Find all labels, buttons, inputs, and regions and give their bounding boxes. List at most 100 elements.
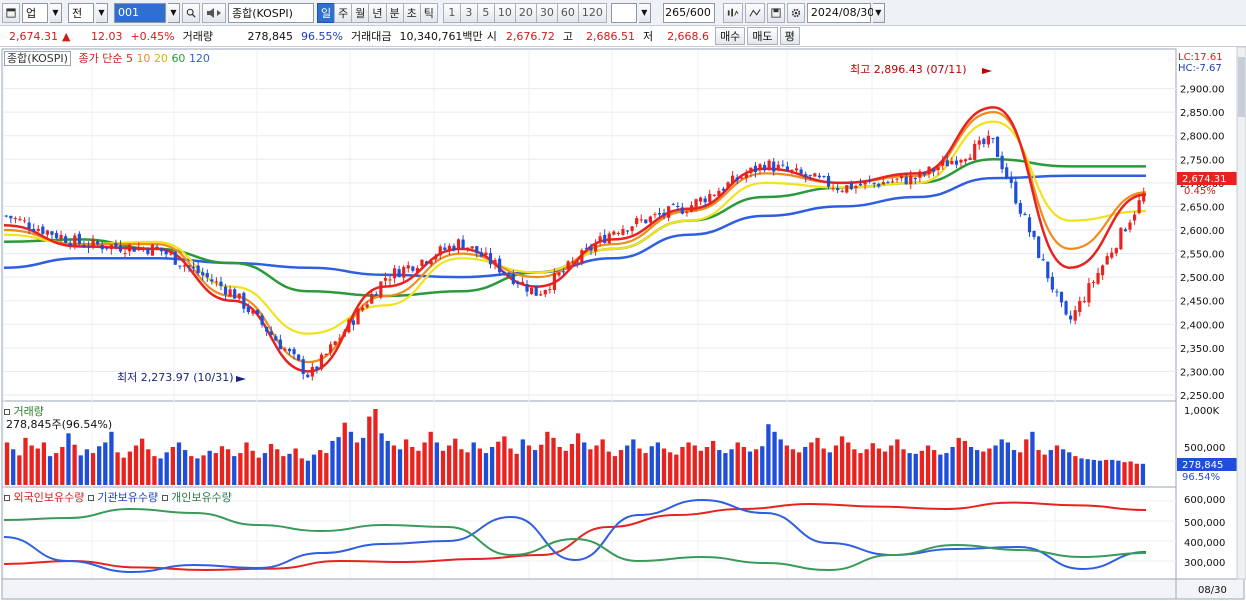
legend-index-name[interactable]: 종합(KOSPI) <box>4 51 71 66</box>
chart-area[interactable]: 2,900.002,850.002,800.002,750.002,700.00… <box>0 46 1246 601</box>
volume-title[interactable]: 거래량 <box>13 405 44 418</box>
vertical-scrollbar[interactable] <box>1236 46 1246 580</box>
volume-bar <box>434 442 440 485</box>
candle-body <box>991 137 995 139</box>
volume-bar <box>753 449 759 485</box>
holding-axis-500k: 500,000 <box>1184 518 1225 529</box>
price-tick-label: 2,850.00 <box>1180 108 1225 119</box>
legend-ma10[interactable]: 10 <box>136 52 151 65</box>
volume-bar <box>416 450 421 485</box>
candle-body <box>360 307 365 311</box>
volume-bar <box>993 445 998 485</box>
price-legend: 종합(KOSPI) 종가 단순 5 10 20 60 120 <box>4 50 210 66</box>
chart-tools-icon[interactable] <box>722 2 743 23</box>
crosshair-icon[interactable] <box>744 2 765 23</box>
legend-ma20[interactable]: 20 <box>153 52 168 65</box>
volume-legend: 거래량 <box>4 403 44 419</box>
legend-ma60[interactable]: 60 <box>171 52 186 65</box>
last-pct-tag: 0.45% <box>1184 186 1216 197</box>
legend-ma5[interactable]: 5 <box>125 52 133 65</box>
candle-body <box>1059 291 1064 303</box>
eval-button[interactable]: 평 <box>779 27 800 45</box>
volume-axis-500k: 500,000 <box>1184 443 1225 454</box>
volume-bar <box>698 450 704 485</box>
tab-month[interactable]: 월 <box>351 2 370 23</box>
candle-body <box>1050 276 1054 290</box>
interval-3[interactable]: 3 <box>459 2 478 23</box>
chart-svg[interactable]: 2,900.002,850.002,800.002,750.002,700.00… <box>0 46 1246 601</box>
candle-body <box>635 218 639 225</box>
candle-body <box>18 218 22 221</box>
chevron-down-icon[interactable]: ▼ <box>96 2 108 23</box>
search-icon[interactable] <box>182 2 200 23</box>
interval-10[interactable]: 10 <box>493 2 516 23</box>
interval-30[interactable]: 30 <box>535 2 558 23</box>
candle-body <box>561 271 566 273</box>
tab-second[interactable]: 초 <box>402 2 421 23</box>
custom-interval-input[interactable] <box>610 2 637 23</box>
candle-body <box>721 188 726 191</box>
volume-bar <box>852 449 857 485</box>
chevron-down-icon[interactable]: ▼ <box>638 2 651 23</box>
save-icon[interactable] <box>766 2 785 23</box>
interval-5[interactable]: 5 <box>476 2 495 23</box>
volume-bar <box>637 448 642 485</box>
candle-body <box>278 339 282 350</box>
volume-bar <box>551 437 556 485</box>
candle-body <box>1128 222 1132 230</box>
code-input[interactable]: 001 <box>114 2 166 23</box>
candle-body <box>1046 261 1050 279</box>
gear-icon[interactable] <box>786 2 805 23</box>
tab-week[interactable]: 주 <box>334 2 353 23</box>
count-field[interactable]: 265/600 <box>662 2 715 23</box>
legend-institution-holdings[interactable]: 기관보유수량 <box>97 491 159 504</box>
volume-bar <box>305 460 311 485</box>
legend-individual-holdings[interactable]: 개인보유수량 <box>171 491 232 504</box>
volume-bar <box>367 416 372 485</box>
interval-20[interactable]: 20 <box>514 2 537 23</box>
candle-body <box>886 181 890 183</box>
candle-body <box>552 273 557 291</box>
chevron-down-icon[interactable]: ▼ <box>50 2 62 23</box>
scope-select[interactable]: 전 <box>68 2 94 23</box>
legend-ma-title[interactable]: 종가 단순 <box>78 52 123 65</box>
interval-120[interactable]: 120 <box>577 2 607 23</box>
volume-bar <box>440 450 446 485</box>
candle-body <box>59 234 63 239</box>
chevron-down-icon[interactable]: ▼ <box>872 2 885 23</box>
interval-60[interactable]: 60 <box>556 2 579 23</box>
volume-bar <box>649 446 654 485</box>
legend-foreign-holdings[interactable]: 외국인보유수량 <box>13 491 85 504</box>
volume-bar <box>379 433 384 485</box>
candle-body <box>804 174 808 177</box>
candle-body <box>306 374 310 378</box>
price-tick-label: 2,550.00 <box>1180 250 1225 261</box>
candle-body <box>196 265 200 274</box>
tab-year[interactable]: 년 <box>368 2 387 23</box>
window-icon[interactable] <box>2 2 20 23</box>
tab-tick[interactable]: 틱 <box>419 2 438 23</box>
candle-body <box>950 160 954 165</box>
candle-body <box>150 244 155 256</box>
candle-body <box>973 143 977 160</box>
tab-minute[interactable]: 분 <box>385 2 404 23</box>
candle-body <box>128 244 132 252</box>
legend-ma120[interactable]: 120 <box>188 52 210 65</box>
sell-button[interactable]: 매도 <box>747 27 778 45</box>
candle-body <box>434 256 438 260</box>
scrollbar-thumb[interactable] <box>1238 57 1245 117</box>
interval-1[interactable]: 1 <box>442 2 461 23</box>
market-select[interactable]: 업 <box>22 2 48 23</box>
volume-bar <box>121 457 126 485</box>
candle-body <box>927 166 931 175</box>
candle-body <box>845 185 849 193</box>
tab-day[interactable]: 일 <box>317 2 336 23</box>
buy-button[interactable]: 매수 <box>715 27 746 45</box>
chevron-down-icon[interactable]: ▼ <box>168 2 180 23</box>
volume-bar <box>913 453 918 485</box>
price-tick-label: 2,300.00 <box>1180 367 1225 378</box>
hc-label: HC:-7.67 <box>1178 63 1222 74</box>
candle-body <box>388 279 392 281</box>
date-field[interactable]: 2024/08/30 <box>806 2 874 23</box>
speaker-icon[interactable] <box>202 2 226 23</box>
